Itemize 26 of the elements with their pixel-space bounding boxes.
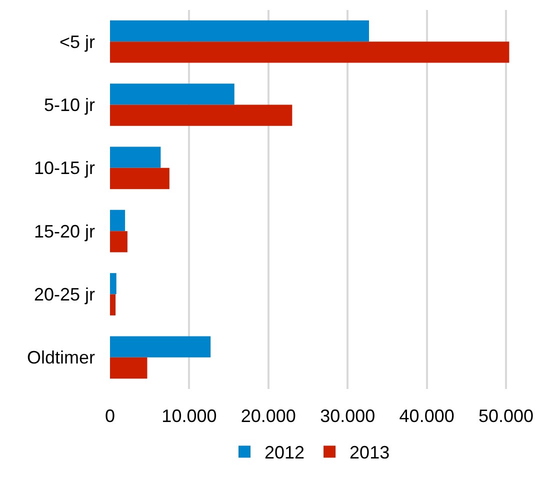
bar (110, 357, 148, 379)
legend-label: 2012 (264, 442, 305, 463)
x-tick-label: 30.000 (320, 406, 376, 426)
y-tick-label: 15-20 jr (34, 221, 96, 242)
y-tick-label: 5-10 jr (44, 95, 95, 116)
bar (110, 20, 370, 42)
bar (110, 231, 128, 252)
bar (110, 336, 211, 358)
y-tick-label: <5 jr (59, 32, 95, 52)
x-tick-label: 40.000 (399, 406, 454, 426)
bar (110, 104, 292, 126)
bar (110, 146, 161, 168)
bar (110, 210, 126, 232)
bar (110, 273, 116, 294)
bar (110, 42, 510, 63)
y-tick-label: Oldtimer (26, 348, 95, 368)
x-tick-label: 10.000 (162, 406, 217, 426)
y-tick-label: 20-25 jr (34, 284, 96, 305)
x-tick-label: 0 (104, 406, 116, 426)
bar (110, 168, 170, 190)
legend-label: 2013 (350, 442, 390, 463)
y-tick-label: 10-15 jr (34, 158, 96, 178)
x-tick-label: 50.000 (478, 406, 534, 426)
bar (110, 294, 116, 316)
bar (110, 84, 234, 105)
x-tick-label: 20.000 (240, 406, 296, 426)
